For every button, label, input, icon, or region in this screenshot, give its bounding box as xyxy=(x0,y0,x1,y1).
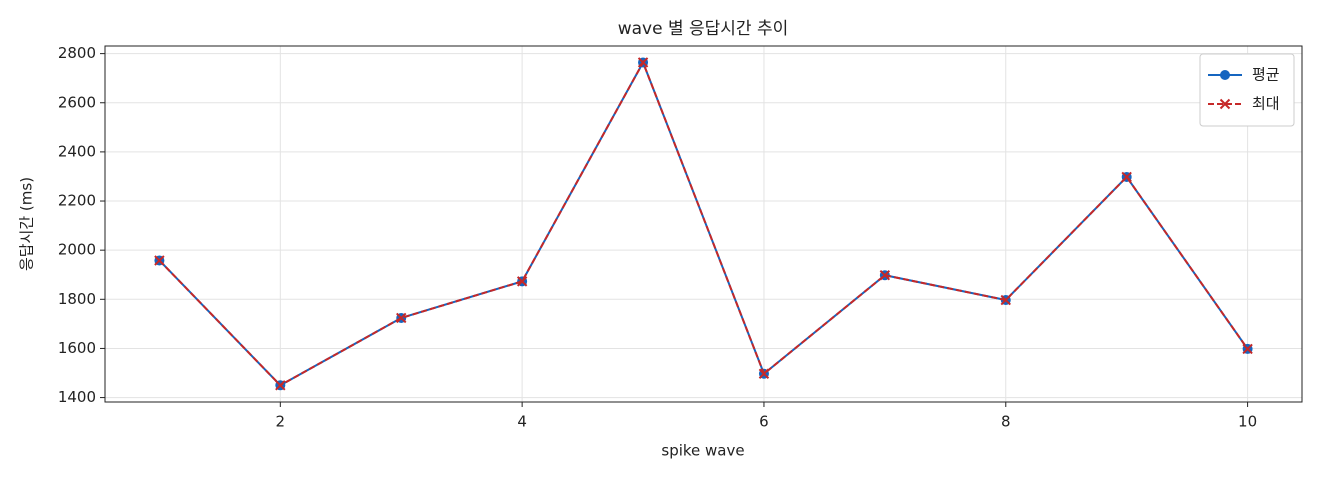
y-tick-label: 1600 xyxy=(58,339,96,357)
x-tick-label: 6 xyxy=(759,413,769,431)
x-tick-label: 10 xyxy=(1238,413,1257,431)
series-line xyxy=(158,60,1249,387)
y-axis-label: 응답시간 (ms) xyxy=(18,177,36,271)
x-tick-label: 4 xyxy=(517,413,527,431)
marker xyxy=(758,368,770,379)
y-tick-label: 2800 xyxy=(58,44,96,62)
marker xyxy=(1242,343,1253,355)
series-line xyxy=(158,60,1249,387)
x-tick-label: 8 xyxy=(1001,413,1011,431)
plot-frame xyxy=(104,45,1303,403)
marker xyxy=(1220,70,1230,80)
marker xyxy=(879,270,891,281)
marker xyxy=(396,312,407,324)
legend-label: 평균 xyxy=(1252,66,1280,84)
chart-title: wave 별 응답시간 추이 xyxy=(618,19,789,39)
marker xyxy=(637,57,649,68)
x-axis-label: spike wave xyxy=(661,442,744,460)
y-tick-label: 2200 xyxy=(58,192,96,210)
marker xyxy=(275,380,286,391)
marker xyxy=(154,255,165,266)
marker xyxy=(1219,98,1231,110)
legend-label: 최대 xyxy=(1252,95,1280,113)
marker xyxy=(1000,294,1011,306)
legend-frame xyxy=(1199,53,1295,127)
marker xyxy=(1121,171,1132,183)
y-tick-label: 2600 xyxy=(58,93,96,111)
x-tick-label: 2 xyxy=(276,413,286,431)
marker xyxy=(516,276,528,287)
y-tick-label: 2400 xyxy=(58,142,96,160)
y-tick-label: 1400 xyxy=(58,388,96,406)
y-tick-label: 1800 xyxy=(58,290,96,308)
y-tick-label: 2000 xyxy=(58,241,96,259)
